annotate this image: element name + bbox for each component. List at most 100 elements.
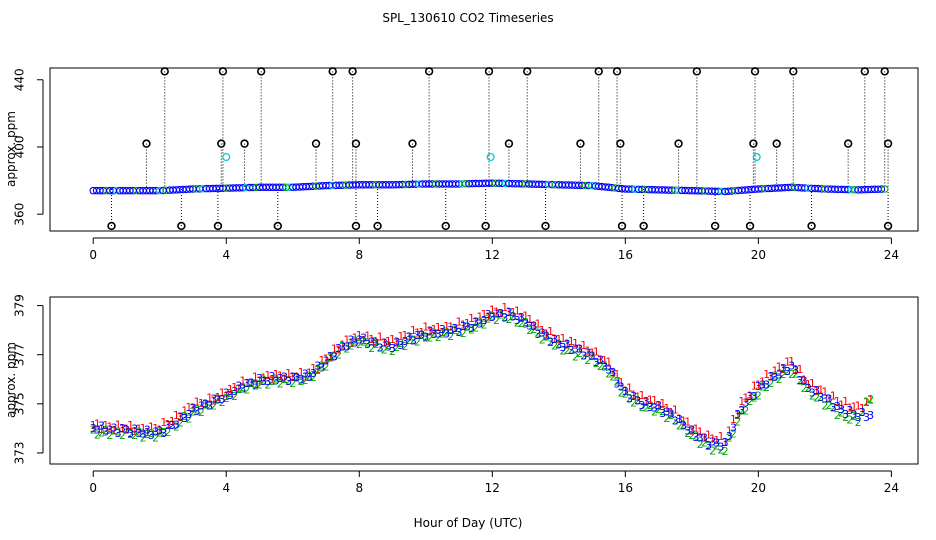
series-1-marker: 1 (323, 353, 330, 366)
series-1-marker: 1 (356, 329, 363, 342)
series-3-marker: 3 (846, 404, 853, 417)
top-x-tick-label: 24 (884, 248, 899, 262)
series-2-marker: 2 (260, 374, 267, 387)
series-1-marker: 1 (106, 421, 113, 434)
series-1-marker: 1 (564, 338, 571, 351)
series-2-marker: 2 (289, 377, 296, 390)
series-3-marker: 3 (801, 374, 808, 387)
series-3-marker: 3 (493, 308, 500, 321)
series-1-marker: 1 (734, 409, 741, 422)
series-1-marker: 1 (510, 306, 517, 319)
series-2-marker: 2 (406, 334, 413, 347)
series-1-marker: 1 (680, 414, 687, 427)
series-1-marker: 1 (410, 324, 417, 337)
series-1-marker: 1 (418, 326, 425, 339)
series-3-marker: 3 (210, 393, 217, 406)
series-3-marker: 3 (722, 436, 729, 449)
series-1-marker: 1 (318, 354, 325, 367)
series-2-marker: 2 (464, 320, 471, 333)
series-3-marker: 3 (102, 425, 109, 438)
series-1-marker: 1 (140, 422, 147, 435)
series-1-marker: 1 (198, 397, 205, 410)
series-2-marker: 2 (535, 326, 542, 339)
series-3-marker: 3 (414, 329, 421, 342)
series-2-marker: 2 (202, 399, 209, 412)
series-3-marker: 3 (439, 323, 446, 336)
series-1-marker: 1 (643, 396, 650, 409)
series-1-marker: 1 (402, 329, 409, 342)
series-1-marker: 1 (580, 339, 587, 352)
series-2-marker: 2 (402, 340, 409, 353)
series-1-marker: 1 (559, 332, 566, 345)
series-2-marker: 2 (140, 431, 147, 444)
series-1-marker: 1 (372, 335, 379, 348)
series-1-marker: 1 (867, 394, 874, 407)
series-3-marker: 3 (173, 419, 180, 432)
series-1-marker: 1 (530, 320, 537, 333)
series-3-marker: 3 (688, 423, 695, 436)
series-3-marker: 3 (755, 380, 762, 393)
series-2-marker: 2 (530, 323, 537, 336)
series-1-marker: 1 (855, 399, 862, 412)
top-y-tick-label: 360 (13, 203, 27, 226)
outlier-point (311, 139, 321, 148)
series-1-marker: 1 (177, 411, 184, 424)
series-2-marker: 2 (713, 440, 720, 453)
series-2-marker: 2 (626, 392, 633, 405)
series-3-marker: 3 (339, 340, 346, 353)
series-2-marker: 2 (364, 337, 371, 350)
series-1-marker: 1 (244, 377, 251, 390)
series-1-marker: 1 (576, 342, 583, 355)
series-2-marker: 2 (543, 330, 550, 343)
series-2-marker: 2 (144, 428, 151, 441)
series-1-marker: 1 (717, 430, 724, 443)
series-3-marker: 3 (792, 364, 799, 377)
series-3-marker: 3 (372, 337, 379, 350)
series-2-marker: 2 (177, 417, 184, 430)
series-2-marker: 2 (210, 399, 217, 412)
outlier-point (541, 221, 550, 231)
series-2-marker: 2 (360, 336, 367, 349)
series-2-marker: 2 (855, 416, 862, 429)
series-1-marker: 1 (826, 392, 833, 405)
series-2-marker: 2 (867, 393, 874, 406)
outlier-point (177, 221, 186, 231)
outlier-point (142, 139, 151, 148)
bottom-x-tick-label: 8 (355, 481, 363, 495)
series-2-marker: 2 (451, 324, 458, 337)
outlier-point (218, 67, 228, 76)
series-2-marker: 2 (796, 375, 803, 388)
series-2-marker: 2 (102, 424, 109, 437)
series-2-marker: 2 (730, 427, 737, 440)
series-3-marker: 3 (360, 332, 367, 345)
series-1-marker: 1 (747, 390, 754, 403)
series-3-marker: 3 (131, 422, 138, 435)
series-1-marker: 1 (505, 305, 512, 318)
series-2-marker: 2 (393, 341, 400, 354)
series-2-marker: 2 (742, 405, 749, 418)
bottom-x-axis: 0 4 8 12 16 20 24 (89, 470, 899, 495)
series-1-marker: 1 (115, 419, 122, 432)
series-1-marker: 1 (148, 421, 155, 434)
series-1-marker: 1 (219, 386, 226, 399)
bottom-y-axis-label: approx. ppm (4, 342, 18, 418)
series-2-marker: 2 (298, 375, 305, 388)
outlier-point (273, 221, 283, 231)
cyan-point (486, 153, 495, 162)
series-3-marker: 3 (106, 424, 113, 437)
series-1-marker: 1 (273, 368, 280, 381)
series-1-marker: 1 (119, 423, 126, 436)
series-3-marker: 3 (609, 366, 616, 379)
series-2-marker: 2 (859, 406, 866, 419)
series-3-marker: 3 (268, 370, 275, 383)
series-1-marker: 1 (393, 336, 400, 349)
series-2-marker: 2 (435, 331, 442, 344)
cyan-point (222, 153, 231, 162)
series-1-marker: 1 (547, 325, 554, 338)
series-3-marker: 3 (605, 364, 612, 377)
series-2-marker: 2 (647, 399, 654, 412)
series-2-marker: 2 (190, 406, 197, 419)
series-2-marker: 2 (443, 326, 450, 339)
series-1-marker: 1 (472, 316, 479, 329)
series-2-marker: 2 (580, 350, 587, 363)
